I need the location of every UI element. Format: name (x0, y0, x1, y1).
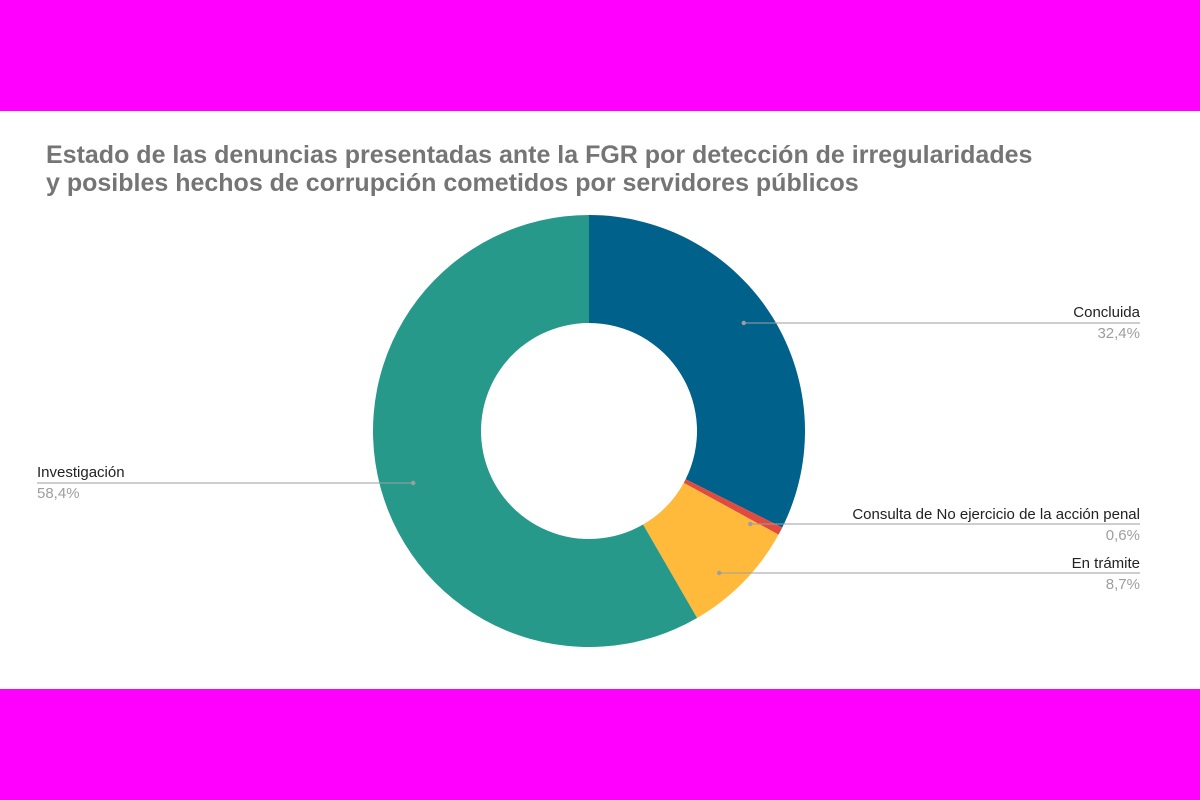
chart-title-line-2: y posibles hechos de corrupción cometido… (46, 169, 859, 197)
donut-slices (373, 215, 805, 647)
slice-value-concluida: 32,4% (1097, 325, 1140, 342)
slice-label-en-tramite: En trámite (1072, 555, 1140, 572)
chart-title-line-1: Estado de las denuncias presentadas ante… (46, 141, 1033, 169)
slice-consulta-de-no-ejercicio-de-la-accion-penal[interactable] (683, 479, 783, 535)
slice-en-tramite[interactable] (643, 482, 779, 619)
slice-concluida[interactable] (589, 215, 805, 528)
slice-value-en-tramite: 8,7% (1106, 576, 1140, 593)
slice-value-investigacion: 58,4% (37, 485, 80, 502)
donut-labels: Concluida 32,4% Consulta de No ejercicio d… (37, 304, 1141, 593)
slice-investigacion[interactable] (373, 215, 698, 647)
slice-value-consulta-de-no-ejercicio-de-la-accion-penal: 0,6% (1106, 527, 1140, 544)
chart-title: Estado de las denuncias presentadas ante… (46, 141, 1166, 197)
slice-label-concluida: Concluida (1073, 304, 1140, 321)
slice-label-consulta-de-no-ejercicio-de-la-accion-penal: Consulta de No ejercicio de la acción pe… (852, 506, 1140, 523)
slice-label-investigacion: Investigación (37, 464, 125, 481)
